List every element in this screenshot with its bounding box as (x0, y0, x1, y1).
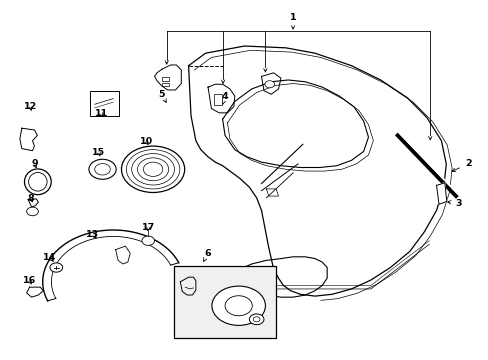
Text: 7: 7 (254, 299, 262, 311)
Circle shape (89, 159, 116, 179)
Circle shape (121, 146, 184, 193)
Text: 5: 5 (158, 90, 166, 102)
Ellipse shape (29, 172, 47, 191)
Text: 9: 9 (31, 159, 38, 168)
FancyBboxPatch shape (90, 91, 119, 116)
Bar (214, 94, 222, 105)
Text: 2: 2 (451, 159, 470, 171)
Text: 13: 13 (86, 230, 99, 239)
Circle shape (142, 236, 154, 246)
Circle shape (211, 286, 265, 325)
Text: 12: 12 (24, 102, 37, 111)
Text: 3: 3 (447, 199, 461, 208)
Circle shape (50, 263, 62, 272)
Circle shape (249, 314, 264, 325)
Circle shape (253, 317, 260, 322)
Ellipse shape (24, 169, 51, 195)
Text: 17: 17 (142, 222, 155, 231)
Text: 4: 4 (221, 91, 228, 104)
Circle shape (95, 163, 110, 175)
Bar (162, 83, 168, 86)
Text: 15: 15 (92, 148, 105, 157)
Text: 16: 16 (23, 276, 36, 285)
Text: 1: 1 (289, 13, 296, 29)
Polygon shape (436, 183, 446, 204)
Bar (162, 77, 168, 81)
Text: 11: 11 (94, 109, 107, 118)
FancyBboxPatch shape (174, 266, 276, 338)
Circle shape (264, 81, 274, 88)
Text: 6: 6 (203, 249, 211, 261)
Circle shape (224, 296, 252, 316)
Text: 14: 14 (43, 253, 57, 262)
Text: 10: 10 (140, 137, 153, 146)
Circle shape (27, 207, 38, 216)
Text: 8: 8 (27, 194, 34, 203)
